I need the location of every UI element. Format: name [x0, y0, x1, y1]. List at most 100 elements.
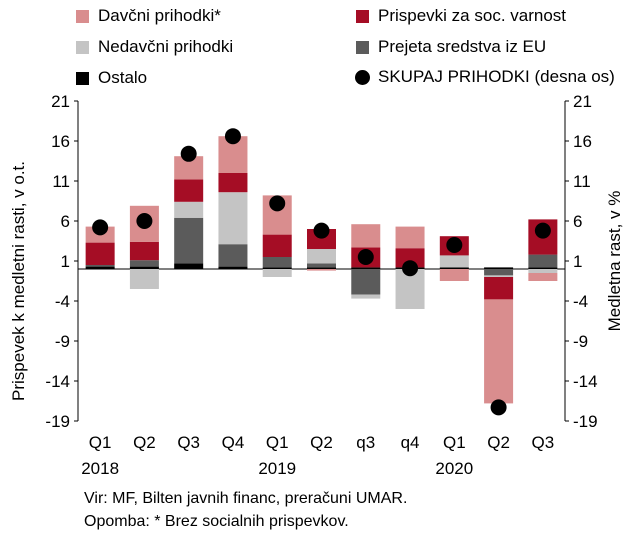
bar-ostalo [528, 267, 558, 269]
bar-prispevki [262, 234, 292, 257]
category-label: Q1 [266, 433, 289, 452]
left-tick-label: -14 [45, 372, 70, 391]
left-tick-label: 11 [52, 172, 70, 191]
bar-eu [218, 244, 248, 267]
legend-label-prispevki: Prispevki za soc. varnost [378, 6, 567, 25]
legend-swatch-davcni [76, 9, 89, 23]
bar-nedavcni [174, 201, 204, 218]
total-dot [136, 213, 153, 229]
bar-davcni [395, 226, 425, 249]
year-label: 2020 [435, 459, 473, 478]
note-line: Opomba: * Brez socialnih prispevkov. [84, 513, 349, 530]
bar-davcni [439, 269, 469, 281]
bar-nedavcni [262, 269, 292, 277]
bar-ostalo [174, 263, 204, 269]
legend-swatch-eu [356, 40, 369, 54]
legend-dot-skupaj [355, 69, 370, 85]
bar-ostalo [484, 267, 514, 269]
source-notes: Vir: MF, Bilten javnih financ, preračuni… [84, 487, 407, 533]
bar-davcni [307, 269, 336, 271]
right-tick-label: -19 [573, 412, 598, 431]
total-dot [534, 222, 551, 239]
legend-swatch-prispevki [356, 9, 369, 23]
right-tick-label: 16 [573, 132, 592, 151]
bar-prispevki [174, 179, 204, 202]
bar-davcni [351, 224, 381, 248]
bar-prispevki [218, 173, 248, 193]
left-tick-label: 1 [61, 252, 70, 271]
category-label: Q4 [222, 433, 245, 452]
total-dot [490, 399, 507, 416]
total-dot [357, 249, 374, 265]
bar-nedavcni [307, 249, 336, 264]
total-dot [269, 195, 286, 212]
bar-ostalo [129, 266, 159, 269]
bar-prispevki [395, 248, 425, 268]
bar-davcni [484, 299, 514, 404]
category-label: Q2 [310, 433, 333, 452]
left-axis-title: Prispevek k medletni rasti, v o.t. [9, 161, 28, 401]
source-line: Vir: MF, Bilten javnih financ, preračuni… [84, 490, 408, 507]
bar-ostalo [85, 266, 115, 269]
legend-item-davcni: Davčni prihodki* [76, 6, 221, 26]
category-label: Q1 [443, 433, 466, 452]
right-tick-label: -14 [573, 372, 598, 391]
bar-nedavcni [484, 275, 514, 277]
legend-label-davcni: Davčni prihodki* [98, 6, 221, 25]
total-dot [446, 237, 463, 253]
category-label: Q2 [133, 433, 156, 452]
category-label: Q1 [89, 433, 112, 452]
legend-item-skupaj: SKUPAJ PRIHODKI (desna os) [355, 67, 615, 87]
right-axis-title: Medletna rast, v % [605, 191, 624, 332]
total-dot [92, 219, 109, 236]
category-label: q3 [356, 433, 375, 452]
bar-eu [85, 265, 115, 267]
total-dot [180, 145, 197, 162]
left-tick-label: -4 [55, 292, 70, 311]
bar-eu [262, 257, 292, 268]
bar-eu [351, 269, 381, 295]
legend-item-eu: Prejeta sredstva iz EU [356, 37, 546, 57]
bar-prispevki [85, 242, 115, 265]
legend-item-prispevki: Prispevki za soc. varnost [356, 6, 566, 26]
bar-prispevki [307, 229, 336, 249]
right-tick-label: 11 [573, 172, 591, 191]
total-dot [402, 260, 419, 277]
category-label: Q3 [532, 433, 555, 452]
category-label: q4 [401, 433, 420, 452]
legend: Davčni prihodki* Prispevki za soc. varno… [0, 0, 633, 95]
legend-label-eu: Prejeta sredstva iz EU [378, 37, 547, 56]
bar-ostalo [218, 266, 248, 269]
legend-label-ostalo: Ostalo [98, 68, 148, 87]
left-tick-label: 16 [51, 132, 70, 151]
bar-ostalo [307, 267, 336, 269]
bar-ostalo [351, 267, 381, 269]
year-label: 2018 [81, 459, 119, 478]
right-tick-label: -4 [573, 292, 588, 311]
bar-nedavcni [528, 269, 558, 273]
legend-item-nedavcni: Nedavčni prihodki [76, 37, 233, 57]
bar-ostalo [439, 267, 469, 269]
year-label: 2019 [258, 459, 296, 478]
legend-swatch-nedavcni [76, 40, 89, 54]
bar-eu [307, 263, 336, 268]
bar-nedavcni [351, 294, 381, 299]
bar-eu [484, 269, 514, 276]
legend-item-ostalo: Ostalo [76, 68, 147, 88]
left-tick-label: -19 [45, 412, 70, 431]
right-tick-label: -9 [573, 332, 588, 351]
bar-nedavcni [439, 255, 469, 268]
bar-eu [528, 254, 558, 268]
bar-ostalo [262, 267, 292, 269]
right-tick-label: 6 [573, 212, 582, 231]
left-tick-label: 6 [61, 212, 70, 231]
bar-eu [129, 260, 159, 267]
bar-davcni [174, 156, 204, 180]
bar-nedavcni [218, 192, 248, 245]
legend-label-skupaj: SKUPAJ PRIHODKI (desna os) [378, 67, 615, 86]
left-tick-label: 21 [51, 92, 70, 111]
bar-prispevki [484, 277, 514, 300]
bar-nedavcni [129, 269, 159, 289]
left-tick-label: -9 [55, 332, 70, 351]
